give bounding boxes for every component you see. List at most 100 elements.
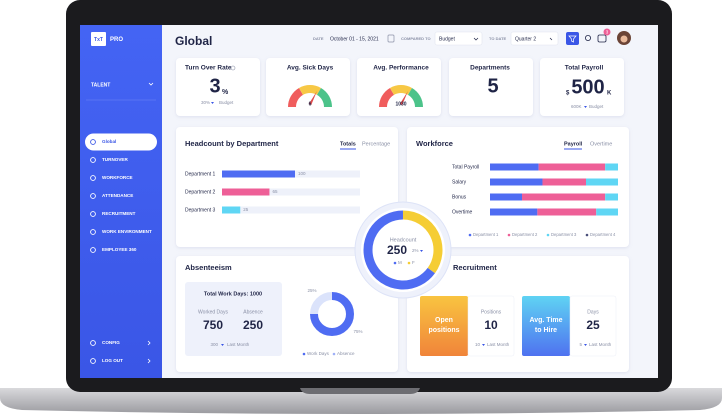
menu-active — [85, 133, 157, 151]
bulb-icon[interactable] — [585, 35, 592, 42]
kpi-unit: K — [607, 91, 612, 97]
panel — [407, 127, 629, 247]
highlight-card — [522, 296, 570, 356]
kpi-card — [449, 58, 533, 116]
donut-segment — [363, 210, 435, 290]
chevron — [148, 82, 154, 86]
label: Absence — [243, 309, 263, 315]
bar-segment — [537, 208, 597, 216]
chevron — [147, 340, 151, 346]
filter-button[interactable] — [566, 32, 579, 45]
kpi-value: 3 — [209, 75, 220, 97]
donut-base — [361, 208, 445, 292]
label: 30% — [201, 100, 210, 105]
menu-icon — [90, 229, 96, 235]
label: Last Month — [487, 342, 510, 347]
legend-dot — [546, 233, 550, 237]
highlight-title: Open — [435, 317, 453, 324]
menu-icon — [90, 211, 96, 217]
donut-segment — [310, 292, 333, 315]
dropdown-value[interactable]: Budget — [439, 36, 455, 42]
laptop-notch — [300, 388, 420, 394]
kpi-card — [176, 58, 260, 116]
section-label: TALENT — [91, 82, 110, 88]
chevron — [549, 37, 553, 41]
legend-label: Department 2 — [512, 232, 538, 237]
label: Total Payroll — [565, 65, 604, 72]
gauge-value: 1030 — [395, 101, 406, 107]
legend-dot — [585, 233, 589, 237]
logo-box — [91, 32, 106, 46]
kpi-unit: % — [222, 89, 229, 96]
bar-value: 100 — [298, 171, 306, 176]
tab[interactable]: Totals — [340, 141, 356, 147]
logo: TxT — [94, 37, 103, 43]
chevron — [473, 37, 479, 41]
chat-icon[interactable] — [597, 34, 607, 43]
gauge-needle — [399, 91, 408, 105]
label: TO DATE — [489, 36, 507, 41]
menu-item[interactable]: CONFIG — [102, 340, 120, 345]
highlight-title: positions — [428, 327, 459, 334]
tab[interactable]: Overtime — [590, 141, 612, 147]
label: Avg. Performance — [373, 65, 429, 72]
down-arrow — [221, 344, 224, 346]
kpi-unit: $ — [566, 91, 570, 97]
ui: TxT PRO TALENT Global TURNOVER WORKFORCE ATTEN… — [85, 28, 631, 372]
date-range[interactable]: October 01 - 15, 2021 — [330, 36, 379, 42]
legend-label: Department 4 — [590, 232, 616, 237]
bar-segment — [542, 178, 586, 186]
menu-icon — [90, 139, 96, 145]
menu-item[interactable]: WORKFORCE — [102, 175, 133, 180]
label: Departments — [470, 65, 510, 72]
menu-item[interactable]: TURNOVER — [102, 157, 128, 162]
bar-segment — [605, 163, 618, 171]
bar-track — [222, 206, 360, 214]
menu-item[interactable]: WORK ENVIRONMENT — [102, 229, 152, 234]
legend-dot — [507, 233, 511, 237]
label: 5 — [579, 342, 582, 347]
avatar-face — [620, 35, 628, 43]
tab[interactable]: Payroll — [564, 141, 583, 147]
panel-title: Headcount by Department — [185, 139, 279, 148]
down-arrow — [211, 102, 214, 104]
bar-value: 25 — [243, 207, 249, 212]
legend-label: Department 3 — [551, 232, 577, 237]
stat-card — [569, 295, 617, 357]
stat-box — [185, 282, 282, 356]
laptop-base — [0, 388, 722, 414]
legend-dot — [468, 233, 472, 237]
category-label: Salary — [452, 179, 467, 185]
bar-segment — [522, 193, 606, 201]
category-label: Department 3 — [185, 207, 216, 213]
legend-label: Absence — [337, 351, 355, 356]
gauge-needle — [308, 91, 317, 105]
category-label: Total Payroll — [452, 164, 479, 170]
label: Days — [587, 309, 599, 315]
menu-item[interactable]: Global — [102, 139, 116, 144]
stat-value: 250 — [243, 318, 263, 332]
bar-segment — [490, 163, 539, 171]
kpi-value: 500 — [571, 76, 604, 98]
panel-title: Absenteeism — [185, 263, 232, 272]
menu-icon — [90, 175, 96, 181]
chevron — [147, 358, 151, 364]
calendar-icon[interactable] — [387, 34, 395, 43]
gauge-segment — [316, 87, 332, 108]
headcount-value: 250 — [387, 243, 407, 257]
tab[interactable]: Percentage — [362, 141, 390, 147]
dropdown[interactable] — [510, 31, 559, 46]
label: Budget — [219, 100, 234, 105]
menu-item[interactable]: EMPLOYEE 360 — [102, 247, 137, 252]
menu-item[interactable]: LOG OUT — [102, 358, 123, 363]
menu-item[interactable]: ATTENDANCE — [102, 193, 133, 198]
legend-label: Work Days — [307, 351, 330, 356]
legend-dot — [393, 261, 397, 265]
bar-segment — [490, 178, 543, 186]
label: Total Work Days: 1000 — [204, 291, 262, 297]
dropdown[interactable] — [434, 31, 483, 46]
category-label: Department 1 — [185, 171, 216, 177]
dropdown-value[interactable]: Quarter 2 — [515, 36, 536, 42]
menu-item[interactable]: RECRUITMENT — [102, 211, 136, 216]
